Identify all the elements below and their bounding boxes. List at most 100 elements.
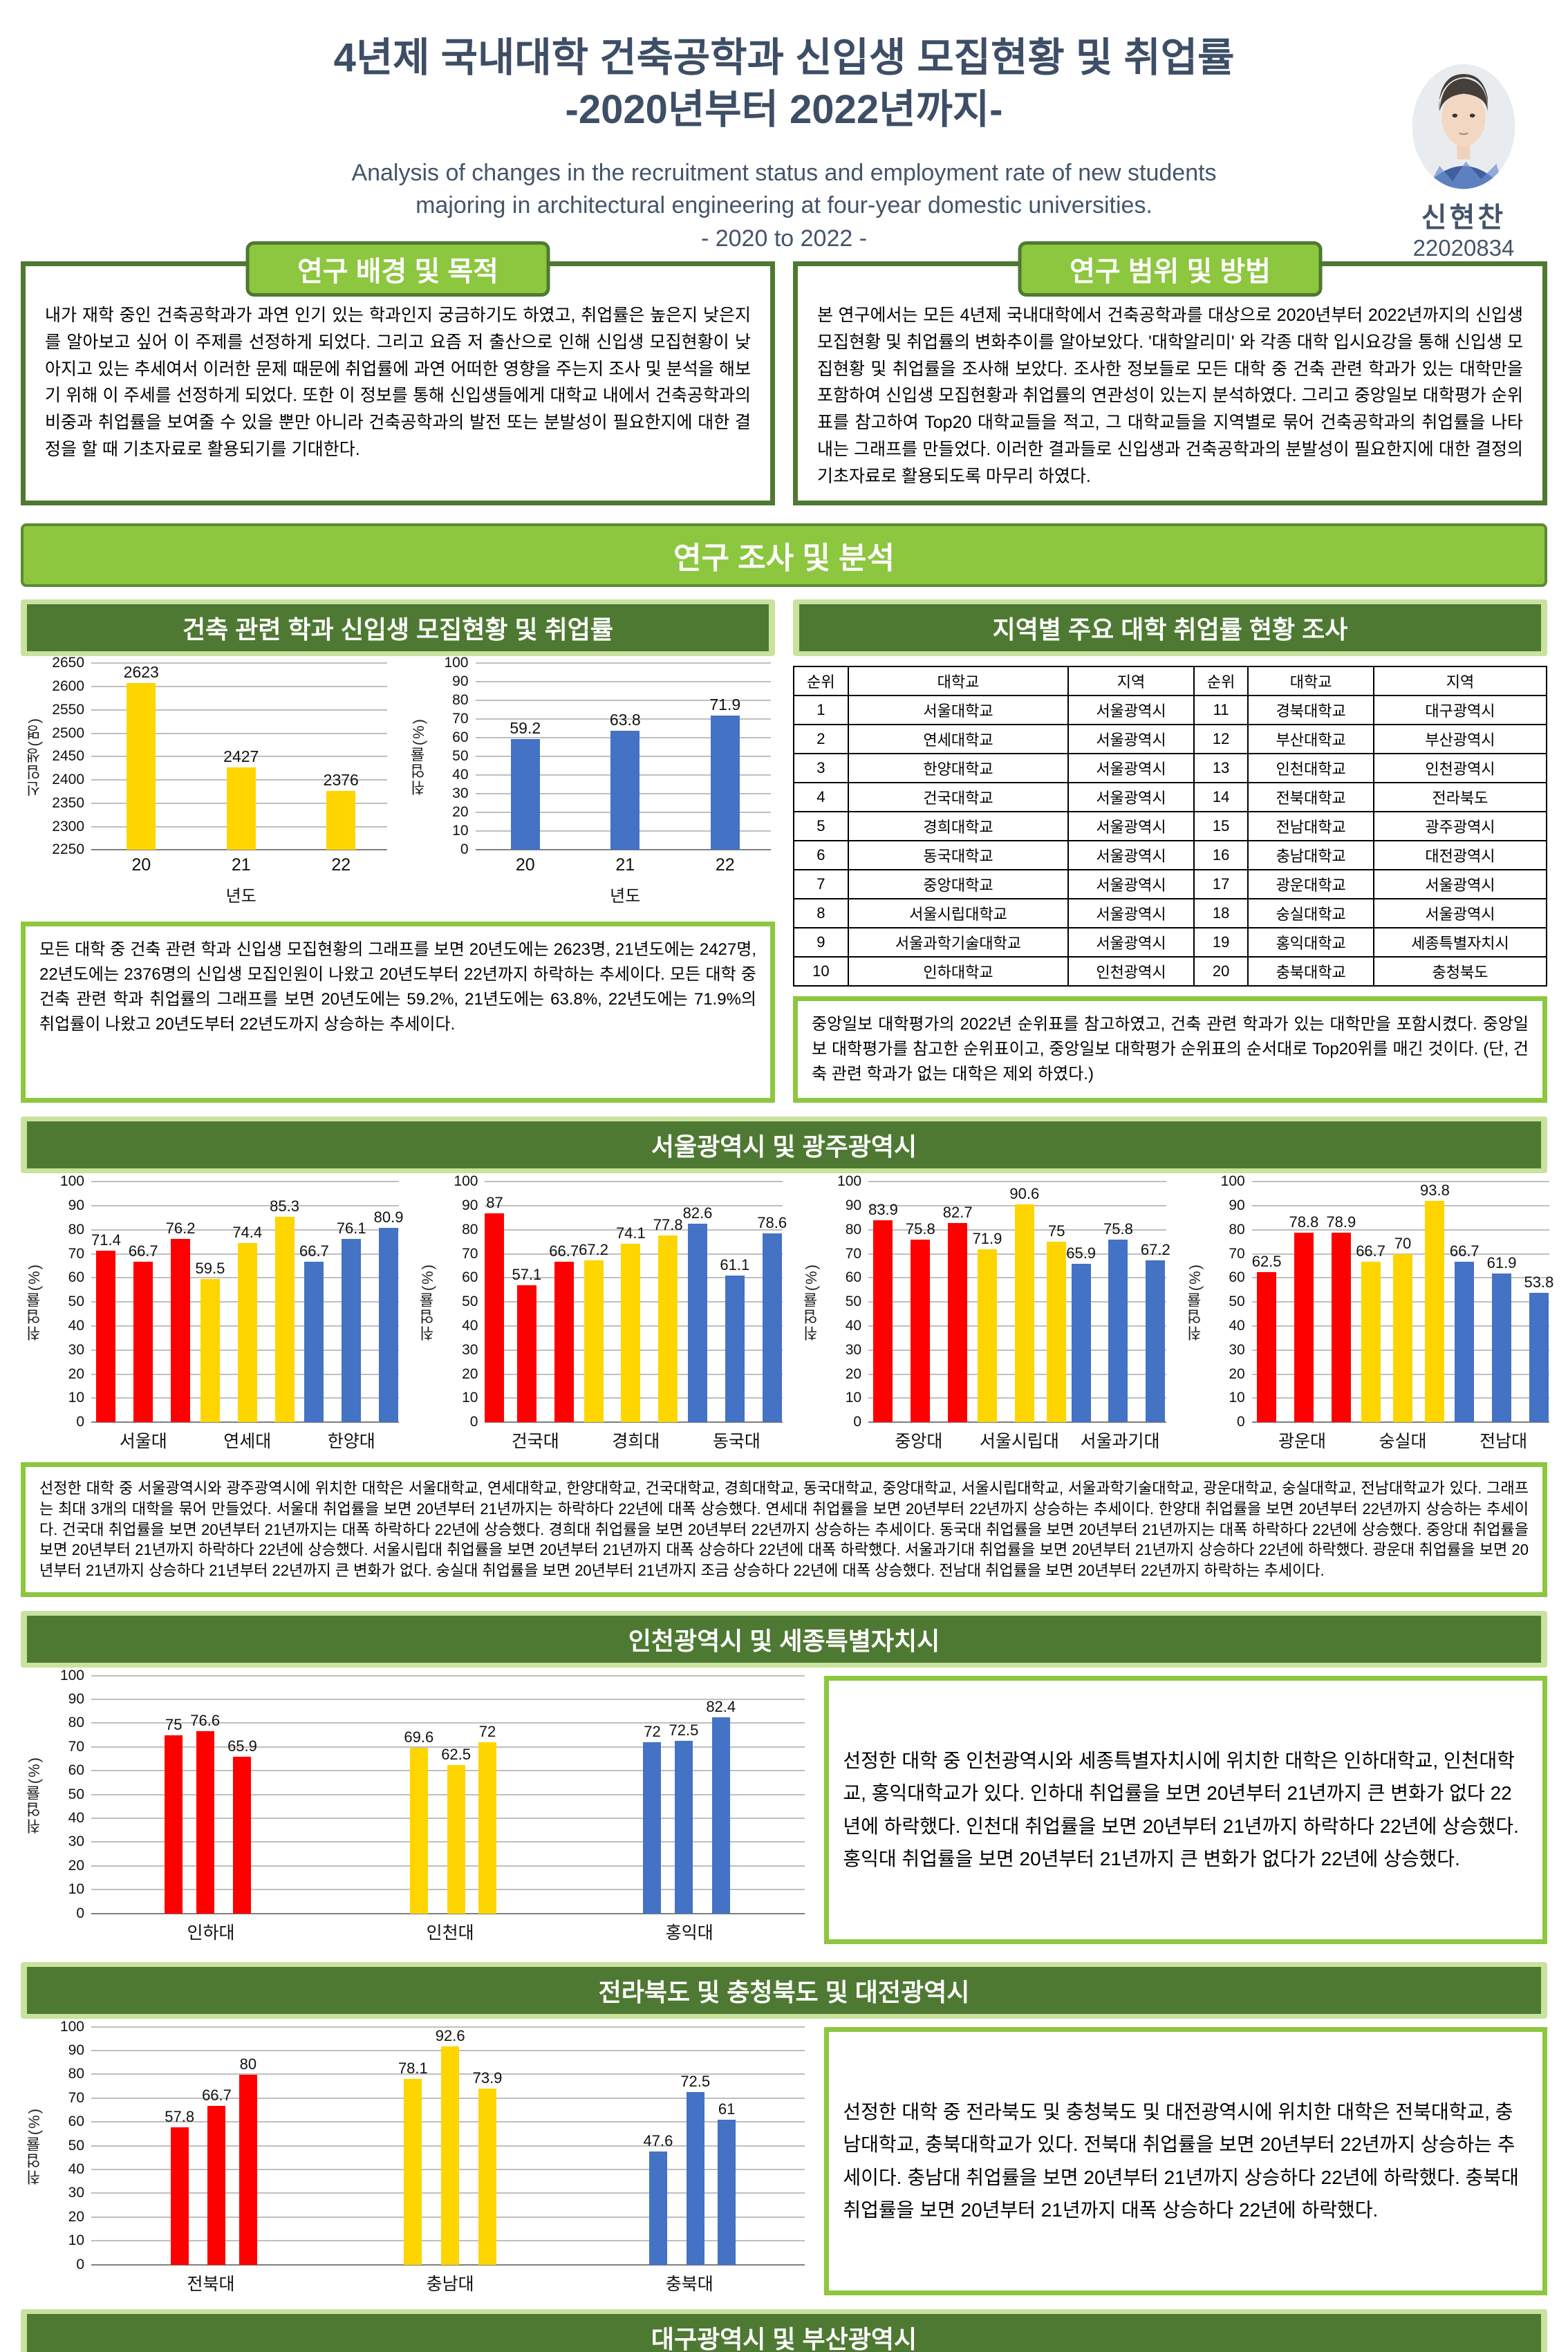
y-tick-label: 20 (452, 804, 469, 821)
bar (409, 1748, 428, 1914)
freshmen-bar-chart: 신입생(명) 2650 2600 2550 2500 2450 2400 2350 2300 2… (21, 655, 391, 906)
bar-cell: 61.1 (720, 1182, 749, 1423)
x-category-label: 서울대 (119, 1432, 167, 1452)
table-cell: 서울광역시 (1067, 753, 1195, 784)
author-photo (1408, 61, 1519, 192)
gridline (475, 681, 771, 683)
table-cell: 19 (1193, 927, 1249, 958)
bar (226, 767, 256, 850)
gridline (91, 686, 387, 687)
gridline (1251, 1253, 1550, 1255)
y-tick-label: 20 (68, 2208, 84, 2225)
plot-area: 71.4 66.7 76.2 59.5 74.4 85.3 66.7 76.1 80.9 (91, 1181, 403, 1424)
gridline (91, 1421, 400, 1424)
bar-value-label: 63.8 (609, 711, 641, 729)
seoul-chart-2: 취업률(%) 100 90 80 70 60 50 40 30 20 10 0 87 57.1 66.7… (414, 1173, 787, 1453)
bar-group: 67.2 74.1 77.8 (579, 1182, 683, 1423)
bar-group: 2427 (192, 663, 292, 850)
x-category-label: 광운대 (1278, 1432, 1326, 1452)
bar (233, 1757, 252, 1914)
x-category-label: 22 (331, 855, 351, 875)
y-tick-label: 10 (1229, 1390, 1245, 1406)
table-cell: 10 (793, 956, 849, 987)
gridline (1251, 1421, 1550, 1424)
table-row: 5 경희대학교 서울광역시 15 전남대학교 광주광역시 (793, 811, 1548, 842)
y-tick-label: 20 (68, 1365, 84, 1382)
portrait-illustration (1412, 64, 1515, 189)
y-tick-label: 100 (444, 655, 469, 671)
bar (1014, 1204, 1034, 1423)
regional-row-1: 인천광역시 및 세종특별자치시 취업률(%) 100 90 80 70 60 50 40 30… (21, 1610, 1547, 2295)
y-axis-title: 취업률(%) (419, 1263, 437, 1341)
bar-group: 59.2 (476, 663, 576, 850)
seoul-title: 서울광역시 및 광주광역시 (27, 1121, 1541, 1169)
bar (441, 2046, 460, 2265)
table-cell: 3 (793, 753, 849, 784)
gridline (475, 718, 771, 720)
y-tick-label: 40 (1229, 1318, 1245, 1334)
y-tick-label: 60 (68, 1269, 84, 1286)
poster-title-line1: 4년제 국내대학 건축공학과 신입생 모집현황 및 취업률 (333, 35, 1235, 80)
section-background-title: 연구 배경 및 목적 (245, 241, 550, 297)
x-axis-labels: 광운대 숭실대 전남대 (1252, 1422, 1554, 1453)
table-cell: 건국대학교 (847, 782, 1070, 813)
bar-cell: 93.8 (1420, 1182, 1450, 1423)
y-tick-label: 2450 (52, 748, 84, 765)
table-row: 2 연세대학교 서울광역시 12 부산대학교 부산광역시 (793, 724, 1548, 755)
table-cell: 5 (793, 811, 849, 842)
bar-value-label: 69.6 (404, 1728, 434, 1746)
bar-value-label: 75 (1047, 1222, 1065, 1240)
bar-value-label: 71.9 (709, 696, 741, 714)
bar (274, 1217, 295, 1423)
table-cell: 충북대학교 (1247, 956, 1374, 987)
incheon-title: 인천광역시 및 세종특별자치시 (27, 1615, 1541, 1663)
recruitment-charts: 신입생(명) 2650 2600 2550 2500 2450 2400 2350 2300 2… (21, 655, 775, 912)
seoul-chart-1: 취업률(%) 100 90 80 70 60 50 40 30 20 10 0 71.4 66.7 76… (21, 1173, 403, 1453)
bar (404, 2079, 422, 2265)
y-tick-label: 100 (1220, 1173, 1245, 1190)
y-axis-title: 취업률(%) (803, 1263, 821, 1341)
bar-cell: 57.1 (512, 1182, 541, 1423)
bar (977, 1249, 997, 1423)
bar (196, 1731, 214, 1914)
regional-row-2: 대구광역시 및 부산광역시 취업률(%) 1009080706050403020… (21, 2308, 1547, 2352)
table-cell: 7 (793, 869, 849, 900)
bar-group: 47.6 72.5 61 (570, 2027, 809, 2265)
y-tick-label: 60 (452, 729, 469, 746)
bar (1393, 1253, 1413, 1423)
y-tick-label: 50 (68, 2137, 84, 2154)
y-tick-label: 90 (68, 1691, 84, 1708)
table-cell: 동국대학교 (847, 840, 1070, 871)
bar-group: 66.7 61.9 53.8 (1450, 1182, 1553, 1423)
x-axis-labels: 인하대 인천대 홍익대 (91, 1914, 809, 1944)
bar-value-label: 75 (165, 1715, 183, 1733)
table-cell: 16 (1193, 840, 1249, 871)
bar-cell: 74.1 (616, 1182, 646, 1423)
y-tick-label: 90 (68, 2042, 84, 2059)
table-row: 8 서울시립대학교 서울광역시 18 숭실대학교 서울광역시 (793, 898, 1548, 929)
y-tick-label: 90 (1229, 1197, 1245, 1214)
table-cell: 대전광역시 (1372, 840, 1548, 871)
y-tick-label: 2650 (52, 655, 84, 671)
x-category-label: 한양대 (327, 1432, 375, 1452)
bar-value-label: 83.9 (868, 1201, 898, 1219)
bar-cell: 74.4 (232, 1182, 262, 1423)
bar-value-label: 92.6 (435, 2026, 465, 2044)
y-tick-label: 40 (452, 767, 469, 783)
y-tick-label: 80 (68, 1221, 84, 1238)
table-cell: 9 (793, 927, 849, 958)
bar (710, 716, 740, 850)
table-cell: 부산광역시 (1372, 724, 1548, 755)
table-cell: 18 (1193, 898, 1249, 929)
bar-group: 71.9 90.6 75 (973, 1182, 1067, 1423)
region-table-note: 중앙일보 대학평가의 2022년 순위표를 참고하였고, 건축 관련 학과가 있… (793, 996, 1547, 1103)
bar (688, 1223, 707, 1423)
y-tick-label: 10 (452, 823, 469, 839)
table-cell: 17 (1193, 869, 1249, 900)
y-tick-label: 90 (462, 1197, 478, 1214)
y-tick-label: 10 (68, 1881, 84, 1898)
bar (478, 2089, 496, 2265)
x-category-label: 서울시립대 (979, 1432, 1059, 1452)
x-category-label: 서울과기대 (1080, 1432, 1160, 1452)
bar (621, 1244, 641, 1423)
